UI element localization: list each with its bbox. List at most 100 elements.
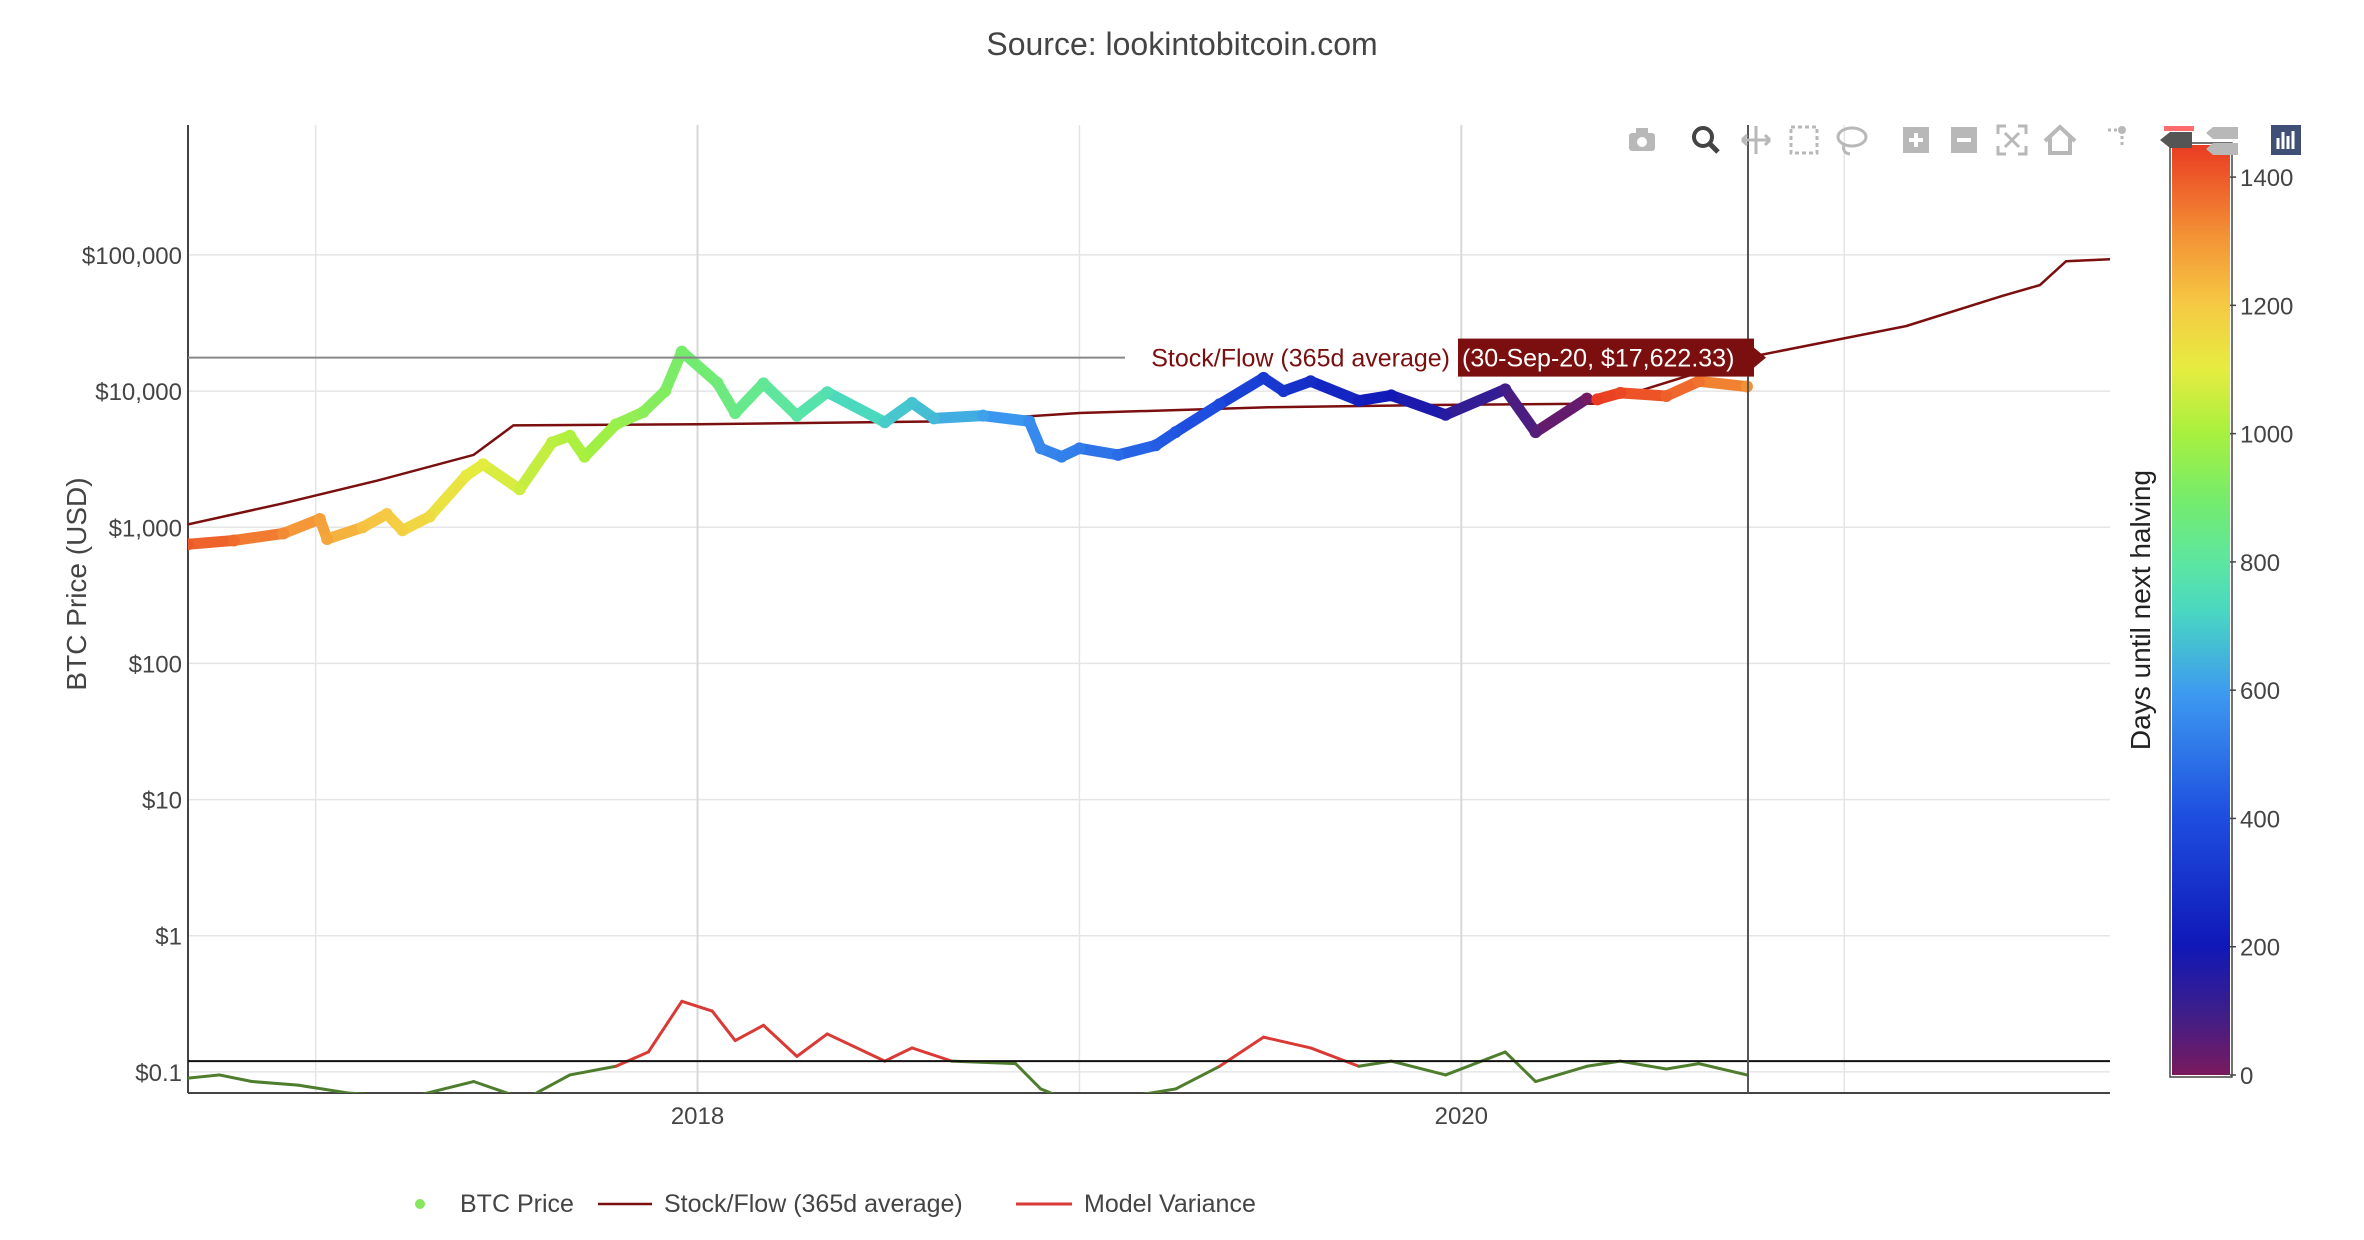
plotly-logo-icon[interactable] xyxy=(2268,122,2304,158)
colorbar-tick-label: 0 xyxy=(2240,1063,2253,1090)
legend-item-btc-price[interactable]: BTC Price xyxy=(415,1190,574,1218)
btc-price-point[interactable] xyxy=(578,450,591,463)
hover-closest-icon[interactable] xyxy=(2158,122,2194,158)
model-variance-segment xyxy=(533,1073,572,1093)
spike-lines-icon[interactable] xyxy=(2102,122,2138,158)
btc-price-segment xyxy=(729,377,769,419)
btc-price-point[interactable] xyxy=(659,385,672,398)
model-variance-segment xyxy=(733,1023,765,1043)
btc-price-point[interactable] xyxy=(757,377,770,390)
tooltip-series-name: Stock/Flow (365d average) xyxy=(1151,345,1450,373)
btc-price-point[interactable] xyxy=(821,386,834,399)
colorbar-tick-label: 800 xyxy=(2240,550,2280,577)
autoscale-icon[interactable] xyxy=(1994,122,2030,158)
btc-price-point[interactable] xyxy=(790,409,803,422)
box-select-icon[interactable] xyxy=(1786,122,1822,158)
btc-price-point[interactable] xyxy=(513,483,526,496)
colorbar-tick-label: 1200 xyxy=(2240,293,2293,320)
btc-price-point[interactable] xyxy=(1277,385,1290,398)
model-variance-segment xyxy=(1664,1062,1701,1071)
legend-label: Stock/Flow (365d average) xyxy=(664,1190,963,1218)
legend-item-model-variance[interactable]: Model Variance xyxy=(1016,1190,1256,1218)
btc-price-point[interactable] xyxy=(546,436,559,449)
btc-price-point[interactable] xyxy=(1112,448,1125,461)
btc-price-point[interactable] xyxy=(563,429,576,442)
x-tick-label: 2020 xyxy=(1435,1103,1488,1130)
btc-price-point[interactable] xyxy=(396,524,409,537)
model-variance-segment xyxy=(250,1080,300,1087)
btc-price-point[interactable] xyxy=(1304,375,1317,388)
zoom-out-icon[interactable] xyxy=(1946,122,1982,158)
btc-price-point[interactable] xyxy=(423,510,436,523)
zoom-in-icon[interactable] xyxy=(1898,122,1934,158)
btc-price-point[interactable] xyxy=(609,418,622,431)
reset-axes-icon[interactable] xyxy=(2042,122,2078,158)
btc-price-point[interactable] xyxy=(1023,415,1036,428)
camera-icon[interactable] xyxy=(1624,122,1660,158)
legend[interactable]: BTC Price Stock/Flow (365d average) Model … xyxy=(415,1190,1256,1218)
modebar[interactable] xyxy=(1624,122,2304,158)
btc-price-point[interactable] xyxy=(1529,426,1542,439)
btc-price-point[interactable] xyxy=(321,532,334,545)
btc-price-point[interactable] xyxy=(356,521,369,534)
btc-price-point[interactable] xyxy=(977,409,990,422)
btc-price-segment xyxy=(928,410,989,424)
plot-area[interactable] xyxy=(182,257,2110,1099)
btc-price-segment xyxy=(1170,398,1226,438)
btc-price-point[interactable] xyxy=(729,407,742,420)
colorbar-tick-label: 600 xyxy=(2240,678,2280,705)
model-variance-segment xyxy=(883,1046,914,1063)
btc-price-point[interactable] xyxy=(1499,383,1512,396)
btc-price-point[interactable] xyxy=(927,412,940,425)
btc-price-segment xyxy=(277,513,326,539)
legend-item-stock-flow[interactable]: Stock/Flow (365d average) xyxy=(598,1190,963,1218)
btc-price-point[interactable] xyxy=(313,512,326,525)
model-variance-segment xyxy=(710,1009,737,1043)
btc-price-point[interactable] xyxy=(637,406,650,419)
btc-price-point[interactable] xyxy=(1740,380,1753,393)
model-variance-segment xyxy=(680,999,714,1013)
btc-price-point[interactable] xyxy=(277,527,290,540)
btc-price-point[interactable] xyxy=(1439,408,1452,421)
btc-price-segment xyxy=(1693,375,1753,393)
model-variance-segment xyxy=(472,1080,512,1093)
btc-price-point[interactable] xyxy=(1169,426,1182,439)
btc-price-point[interactable] xyxy=(675,345,688,358)
btc-price-point[interactable] xyxy=(1213,398,1226,411)
pan-icon[interactable] xyxy=(1738,122,1774,158)
btc-price-point[interactable] xyxy=(1580,392,1593,405)
btc-price-point[interactable] xyxy=(711,376,724,389)
btc-price-point[interactable] xyxy=(182,538,194,551)
btc-price-point[interactable] xyxy=(878,416,891,429)
model-variance-segment xyxy=(1141,1087,1178,1093)
btc-price-point[interactable] xyxy=(1692,375,1705,388)
btc-price-point[interactable] xyxy=(1660,390,1673,403)
btc-price-segment xyxy=(188,534,240,550)
btc-price-point[interactable] xyxy=(1352,394,1365,407)
btc-price-segment xyxy=(821,386,891,428)
btc-price-point[interactable] xyxy=(1591,393,1604,406)
btc-price-point[interactable] xyxy=(1614,386,1627,399)
tooltip-value: (30-Sep-20, $17,622.33) xyxy=(1462,345,1734,373)
btc-price-point[interactable] xyxy=(380,508,393,521)
lasso-select-icon[interactable] xyxy=(1834,122,1870,158)
btc-price-segment xyxy=(1614,387,1672,402)
hover-compare-icon[interactable] xyxy=(2204,122,2240,158)
btc-price-segment xyxy=(424,469,472,522)
btc-price-point[interactable] xyxy=(1034,442,1047,455)
model-variance-segment xyxy=(1503,1050,1538,1084)
model-variance-segment xyxy=(421,1080,476,1093)
colorbar-title: Days until next halving xyxy=(2125,470,2156,750)
btc-price-point[interactable] xyxy=(1055,450,1068,463)
zoom-icon[interactable] xyxy=(1688,122,1724,158)
btc-price-point[interactable] xyxy=(477,458,490,471)
btc-price-point[interactable] xyxy=(1149,439,1162,452)
btc-price-point[interactable] xyxy=(1385,389,1398,402)
btc-price-point[interactable] xyxy=(1257,371,1270,384)
btc-price-point[interactable] xyxy=(1073,442,1086,455)
y-tick-label: $0.1 xyxy=(135,1060,182,1087)
btc-price-point[interactable] xyxy=(906,396,919,409)
btc-price-point[interactable] xyxy=(228,534,241,547)
btc-price-point[interactable] xyxy=(460,469,473,482)
